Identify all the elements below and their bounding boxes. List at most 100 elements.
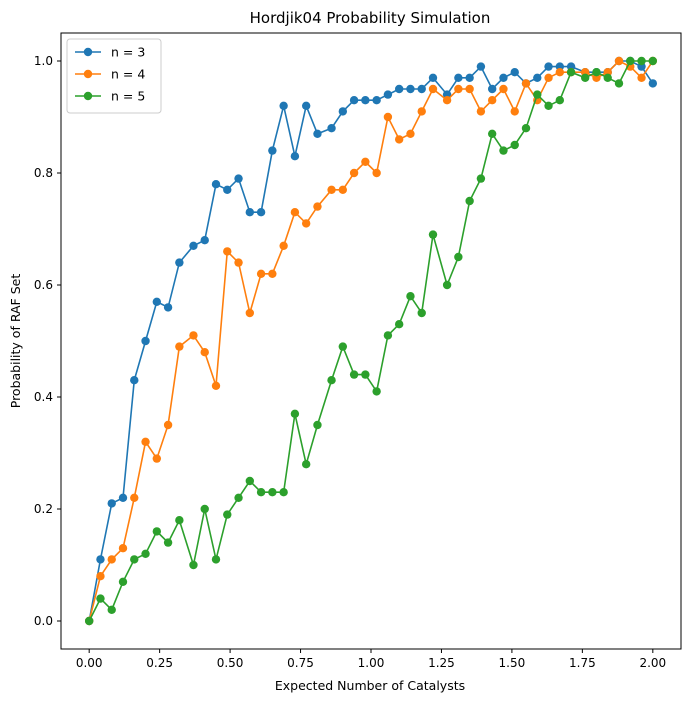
data-point-n4 <box>107 555 116 564</box>
data-point-n5 <box>533 90 542 99</box>
data-point-n5 <box>200 504 209 514</box>
data-point-n3 <box>256 208 266 217</box>
y-tick-label: 0.0 <box>34 614 53 628</box>
data-point-n5 <box>175 516 184 525</box>
y-tick-label: 1.0 <box>34 54 53 68</box>
x-tick-label: 0.50 <box>217 656 244 670</box>
data-point-n3 <box>476 62 486 71</box>
plot-frame <box>60 32 682 650</box>
data-point-n5 <box>234 493 243 502</box>
data-point-n5 <box>290 409 300 418</box>
data-point-n4 <box>223 247 232 256</box>
data-point-n4 <box>544 73 553 83</box>
data-point-n4 <box>465 84 474 94</box>
data-point-n4 <box>394 135 404 144</box>
data-point-n5 <box>510 140 519 150</box>
data-point-n3 <box>107 499 116 508</box>
data-point-n3 <box>394 84 404 94</box>
data-point-n4 <box>372 168 381 178</box>
data-point-n4 <box>141 437 150 446</box>
data-point-n5 <box>648 56 658 66</box>
data-point-n3 <box>268 146 277 155</box>
data-point-n5 <box>372 387 381 396</box>
data-point-n5 <box>361 370 370 379</box>
legend-marker-n4 <box>83 69 93 79</box>
data-point-n5 <box>163 538 173 547</box>
data-point-n4 <box>614 56 624 66</box>
data-point-n5 <box>107 605 116 614</box>
data-point-n5 <box>338 342 348 351</box>
x-tick-label: 0.25 <box>146 656 173 670</box>
data-point-n5 <box>592 68 601 77</box>
series-line-n4 <box>88 60 654 622</box>
data-point-n3 <box>175 258 184 267</box>
data-point-n3 <box>301 101 311 111</box>
series-line-n5 <box>88 60 653 622</box>
data-point-n4 <box>290 208 300 217</box>
data-point-n4 <box>245 308 255 318</box>
x-tick-label: 1.25 <box>428 656 455 670</box>
data-point-n5 <box>223 510 232 519</box>
data-point-n3 <box>428 73 438 83</box>
data-point-n3 <box>313 129 322 138</box>
data-point-n4 <box>327 185 336 194</box>
data-point-n3 <box>290 152 300 161</box>
data-point-n3 <box>118 493 128 502</box>
data-point-n3 <box>223 185 232 194</box>
data-point-n4 <box>200 348 209 357</box>
data-point-n3 <box>417 84 426 94</box>
data-point-n5 <box>130 555 139 564</box>
data-point-n4 <box>637 73 646 83</box>
data-point-n5 <box>84 616 94 626</box>
data-point-n5 <box>189 560 198 570</box>
data-point-n3 <box>234 174 243 183</box>
data-point-n5 <box>603 73 612 83</box>
data-point-n4 <box>268 269 277 278</box>
data-point-n5 <box>521 124 531 133</box>
series-line-n3 <box>88 60 654 622</box>
chart-title: Hordjik04 Probability Simulation <box>250 9 491 27</box>
data-point-n5 <box>417 308 426 318</box>
data-point-n5 <box>279 488 288 497</box>
data-point-n3 <box>211 180 221 189</box>
data-point-n3 <box>152 297 162 306</box>
data-point-n4 <box>487 96 497 105</box>
data-point-n4 <box>555 68 565 77</box>
legend-marker-n3 <box>83 47 93 57</box>
data-point-n5 <box>327 376 336 385</box>
y-tick-label: 0.4 <box>34 390 53 404</box>
data-point-n3 <box>544 62 553 71</box>
data-point-n5 <box>268 488 277 497</box>
data-point-n5 <box>476 174 486 183</box>
legend-marker-n5 <box>83 91 93 101</box>
data-point-n5 <box>313 420 322 430</box>
x-tick-label: 0.00 <box>76 656 103 670</box>
data-point-n5 <box>566 68 576 77</box>
data-point-n3 <box>327 124 336 133</box>
data-point-n4 <box>211 381 221 390</box>
data-point-n3 <box>200 236 209 245</box>
data-point-n3 <box>96 555 105 564</box>
data-point-n5 <box>614 79 624 88</box>
data-point-n5 <box>141 549 150 558</box>
x-tick-label: 2.00 <box>639 656 666 670</box>
data-point-n5 <box>383 331 393 340</box>
data-point-n3 <box>372 96 381 105</box>
data-point-n5 <box>428 230 438 239</box>
data-point-n3 <box>130 376 139 385</box>
data-point-n5 <box>96 594 105 603</box>
data-point-n5 <box>394 320 404 329</box>
data-point-n3 <box>648 79 658 88</box>
data-point-n4 <box>175 342 184 351</box>
data-point-n4 <box>338 185 348 194</box>
data-point-n4 <box>234 258 243 267</box>
data-point-n4 <box>313 202 322 211</box>
data-point-n4 <box>510 107 519 116</box>
data-point-n3 <box>163 303 173 312</box>
data-point-n3 <box>361 96 370 105</box>
data-point-n5 <box>487 129 497 138</box>
data-point-n4 <box>499 84 508 94</box>
data-point-n4 <box>349 168 359 178</box>
data-point-n5 <box>465 196 474 206</box>
